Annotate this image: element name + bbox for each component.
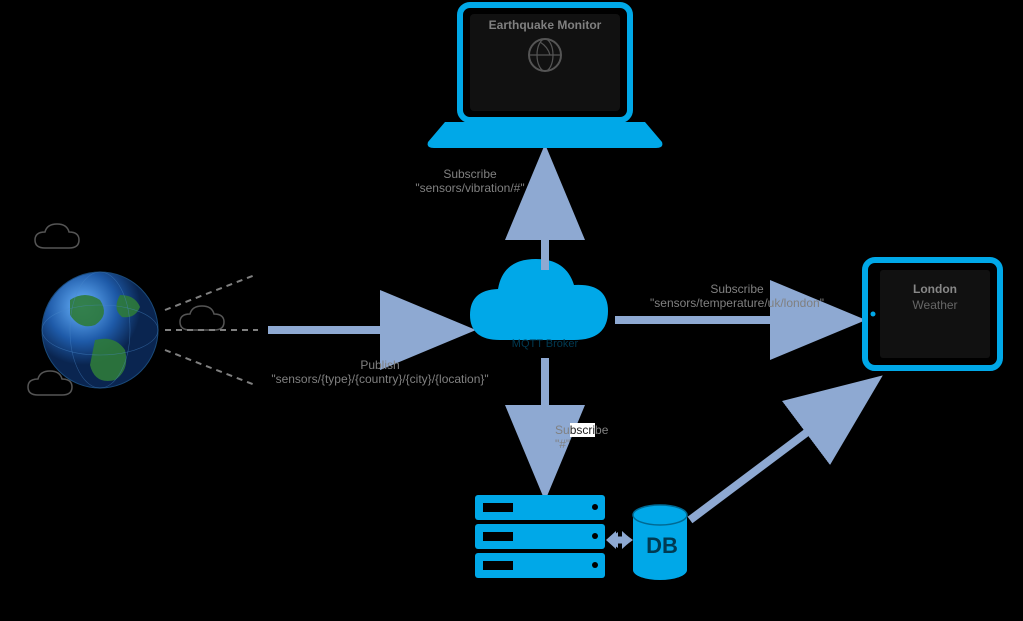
edge-sub-temp-line2: "sensors/temperature/uk/london" [650,296,824,310]
db-label: DB [635,533,689,559]
broker-label: MQTT Broker [490,338,600,350]
wireless-lines [165,275,258,385]
arrow-db-tablet [690,385,870,520]
edge-publish-label: Publish "sensors/{type}/{country}/{city}… [270,358,490,386]
edge-sub-vibration-label: Subscribe "sensors/vibration/#" [395,167,545,195]
laptop-title: Earthquake Monitor [460,18,630,32]
tablet-subtitle: Weather [880,298,990,312]
cloud-outline-1 [35,224,79,248]
edge-sub-temp-label: Subscribe "sensors/temperature/uk/london… [612,282,862,310]
edge-sub-vibration-line1: Subscribe [443,167,496,181]
cloud-outline-2 [180,306,224,330]
globe-icon [42,272,158,388]
broker-cloud-icon [470,259,608,340]
arrow-server-db [606,531,633,549]
edge-sub-temp-line1: Subscribe [710,282,763,296]
edge-sub-vibration-line2: "sensors/vibration/#" [415,181,524,195]
server-icon [475,495,605,578]
edge-publish-line1: Publish [360,358,399,372]
tablet-icon [865,260,1000,368]
diagram-canvas [0,0,1023,621]
edge-publish-line2: "sensors/{type}/{country}/{city}/{locati… [271,372,488,386]
edge-sub-all-label: Subscribe"#" [555,423,635,451]
tablet-title: London [880,282,990,296]
